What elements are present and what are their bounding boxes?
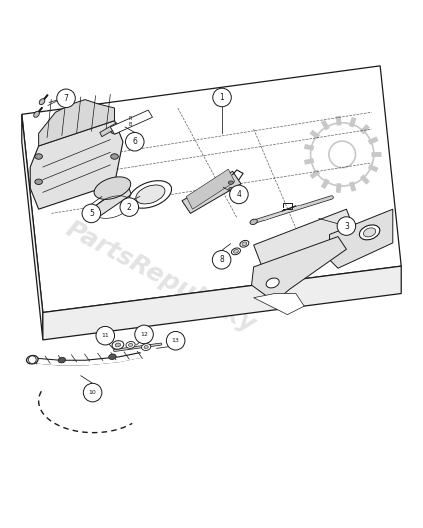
Ellipse shape (112, 341, 124, 349)
Text: 5: 5 (89, 209, 94, 218)
Ellipse shape (111, 128, 118, 134)
Ellipse shape (144, 345, 148, 348)
Circle shape (126, 133, 144, 151)
Circle shape (212, 250, 231, 269)
Circle shape (230, 185, 248, 204)
Ellipse shape (229, 187, 233, 191)
Circle shape (135, 325, 153, 344)
Text: 1: 1 (220, 93, 225, 102)
Circle shape (166, 332, 185, 350)
Text: R
B: R B (129, 116, 132, 127)
Ellipse shape (27, 355, 38, 364)
Ellipse shape (111, 154, 118, 159)
Ellipse shape (39, 99, 45, 105)
Circle shape (82, 204, 101, 223)
Text: 6: 6 (132, 137, 137, 146)
Ellipse shape (233, 250, 239, 253)
Text: 8: 8 (219, 255, 224, 265)
Ellipse shape (35, 179, 42, 184)
Text: 2: 2 (127, 203, 132, 212)
Circle shape (337, 217, 356, 235)
Polygon shape (254, 209, 355, 267)
Circle shape (96, 326, 115, 345)
Ellipse shape (35, 154, 42, 159)
Ellipse shape (363, 228, 376, 237)
Polygon shape (100, 123, 119, 137)
Ellipse shape (126, 342, 135, 348)
Ellipse shape (129, 181, 172, 208)
Text: 13: 13 (172, 338, 180, 343)
Polygon shape (43, 266, 401, 340)
Text: 12: 12 (140, 332, 148, 337)
Ellipse shape (136, 185, 165, 204)
Ellipse shape (142, 344, 151, 351)
Ellipse shape (109, 354, 116, 360)
Circle shape (57, 89, 75, 108)
Circle shape (28, 356, 36, 363)
Ellipse shape (58, 357, 66, 363)
Polygon shape (30, 121, 123, 209)
Polygon shape (330, 209, 393, 268)
Circle shape (83, 383, 102, 402)
Ellipse shape (360, 225, 380, 240)
Polygon shape (93, 184, 132, 218)
Ellipse shape (228, 181, 233, 184)
Ellipse shape (129, 343, 133, 346)
Ellipse shape (94, 177, 131, 200)
Polygon shape (186, 169, 235, 209)
Circle shape (120, 198, 139, 216)
Text: 3: 3 (344, 222, 349, 231)
Polygon shape (22, 115, 43, 340)
Text: 7: 7 (63, 94, 69, 103)
Polygon shape (254, 294, 304, 315)
Ellipse shape (231, 248, 240, 254)
Text: 11: 11 (102, 333, 109, 338)
Ellipse shape (240, 240, 249, 247)
Polygon shape (252, 237, 346, 302)
Ellipse shape (115, 343, 121, 347)
Ellipse shape (34, 111, 39, 117)
Polygon shape (110, 110, 152, 134)
Circle shape (213, 88, 231, 107)
Text: 4: 4 (236, 190, 242, 199)
Ellipse shape (250, 219, 257, 224)
Polygon shape (182, 171, 241, 213)
Ellipse shape (242, 242, 247, 246)
Text: 10: 10 (89, 390, 96, 395)
Polygon shape (38, 100, 115, 146)
Ellipse shape (266, 278, 279, 288)
Text: PartsRepubliky: PartsRepubliky (62, 216, 260, 337)
